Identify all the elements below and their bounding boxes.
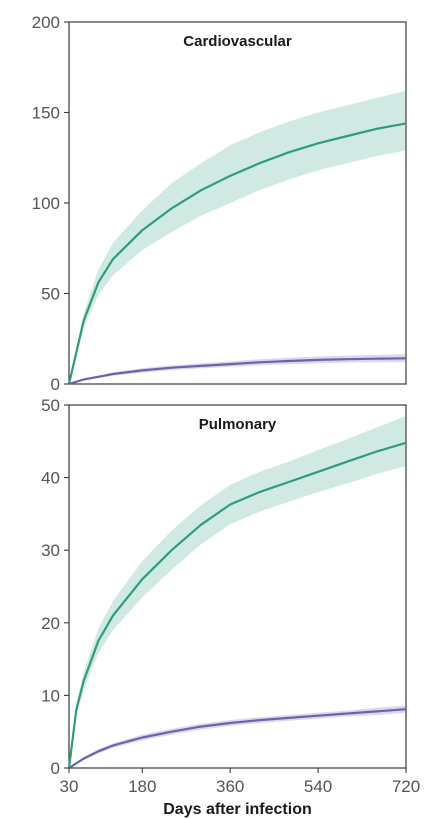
y-tick-label: 10 bbox=[41, 686, 60, 705]
panel-title: Pulmonary bbox=[199, 416, 277, 433]
y-tick-label: 50 bbox=[41, 396, 60, 415]
plot-frame bbox=[68, 404, 407, 769]
plot-frame bbox=[68, 21, 407, 385]
x-tick-label: 30 bbox=[60, 777, 79, 796]
y-tick-label: 40 bbox=[41, 469, 60, 488]
y-tick-label: 100 bbox=[32, 194, 60, 213]
y-tick-label: 150 bbox=[32, 104, 60, 123]
y-tick-label: 200 bbox=[32, 13, 60, 32]
purple-curve bbox=[68, 357, 407, 386]
cardiovascular-panel: 0 50 100 150 200 Cardiovascular bbox=[32, 13, 407, 394]
x-tick-label: 720 bbox=[392, 777, 420, 796]
y-tick-label: 0 bbox=[51, 759, 60, 778]
green-confidence-band bbox=[69, 90, 406, 385]
x-tick-label: 360 bbox=[216, 777, 244, 796]
panel-title: Cardiovascular bbox=[183, 33, 292, 50]
pulmonary-panel: 0 10 20 30 40 50 30 180 360 540 720 Pulmonary bbox=[41, 396, 420, 796]
x-tick-label: 540 bbox=[304, 777, 332, 796]
purple-curve bbox=[68, 708, 407, 769]
x-axis-title: Days after infection bbox=[163, 801, 311, 818]
y-tick-label: 0 bbox=[51, 375, 60, 394]
green-curve bbox=[67, 441, 407, 769]
x-tick-label: 180 bbox=[128, 777, 156, 796]
y-tick-label: 20 bbox=[41, 614, 60, 633]
y-tick-label: 50 bbox=[41, 285, 60, 304]
green-confidence-band bbox=[69, 415, 406, 768]
y-tick-label: 30 bbox=[41, 541, 60, 560]
green-curve bbox=[67, 122, 407, 385]
purple-confidence-band bbox=[69, 354, 406, 384]
